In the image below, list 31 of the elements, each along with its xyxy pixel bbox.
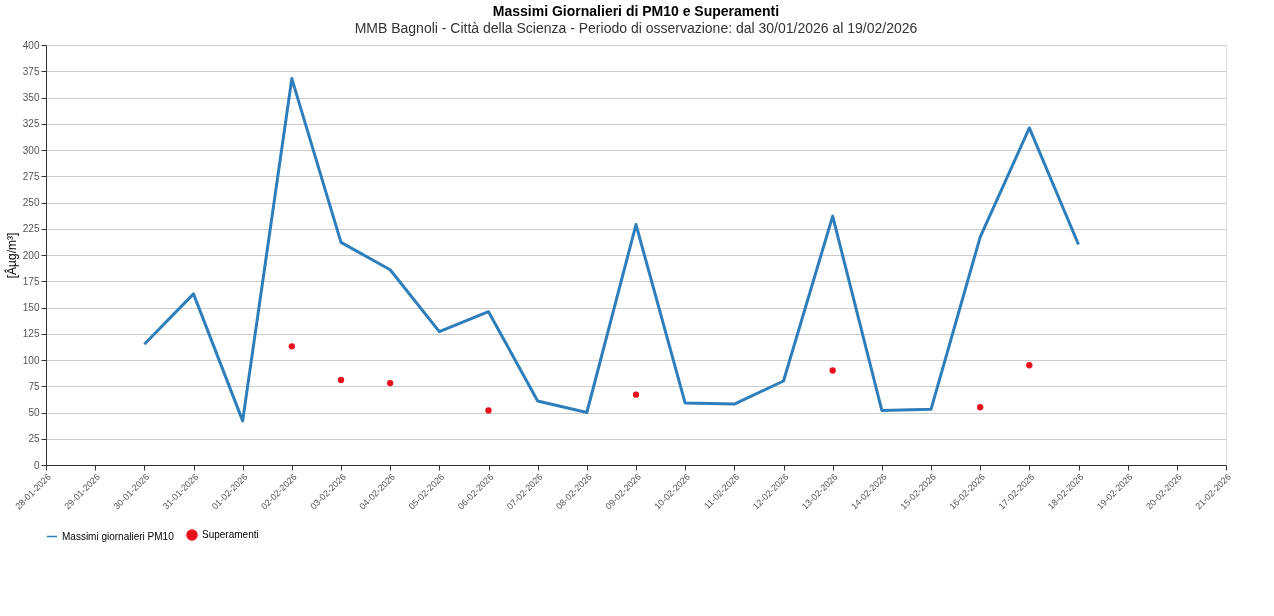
point [1026,362,1033,369]
y-tick-label: 400 [22,39,40,51]
y-tick-label: 325 [22,118,40,130]
y-tick-label: 225 [22,223,40,235]
y-tick-label: 0 [33,459,40,471]
y-tick-label: 175 [22,275,40,287]
point [977,404,984,411]
y-tick-label: 25 [28,433,40,445]
y-tick-label: 350 [22,92,40,103]
legend-label: Superamenti [202,529,259,540]
point [387,379,394,387]
y-tick-label: 375 [22,65,40,77]
y-tick-label: 100 [22,354,40,366]
y-tick-label: 300 [22,144,40,156]
y-tick-label: 275 [22,170,40,182]
y-tick-label: 250 [22,197,40,208]
y-tick-label: 200 [22,249,40,261]
y-tick-label: 125 [22,328,40,340]
y-tick-label: 75 [28,380,40,392]
point [485,407,492,414]
chart-title: Massimi Giornalieri di PM10 e Superamenti [492,3,780,19]
point [632,391,640,398]
y-tick-label: 50 [28,407,40,418]
point [337,376,345,384]
chart-subtitle: MMB Bagnoli - Città della Scienza - Periodo di osservazione: dal 30/01/2026 al 19/02/2026 [354,20,918,36]
legend-label: Massimi giornalieri PM10 [62,530,175,542]
line-series [142,77,1080,423]
y-tick-label: 150 [22,302,40,313]
y-axis-title: [Âµg/m³] [3,232,19,279]
point [829,367,836,374]
point [288,343,295,350]
